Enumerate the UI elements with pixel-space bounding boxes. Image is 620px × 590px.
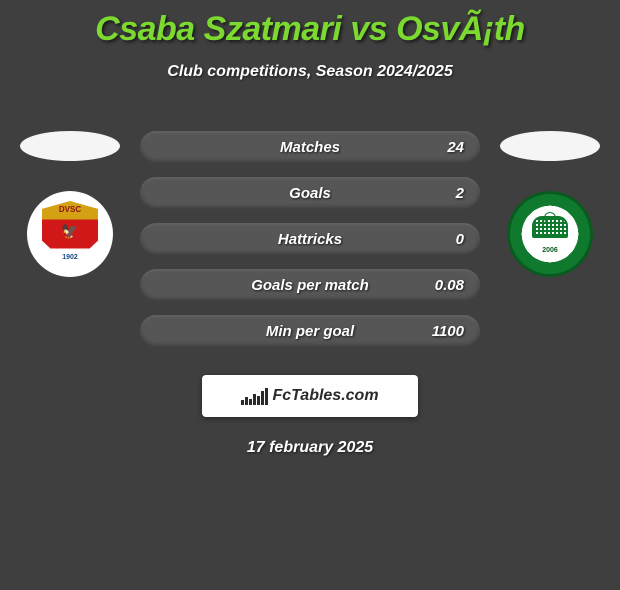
stat-label: Min per goal xyxy=(140,323,480,340)
badge-inner-icon: 2006 xyxy=(528,212,572,256)
stat-row-hattricks: Hattricks 0 xyxy=(140,223,480,255)
branding-text: FcTables.com xyxy=(272,387,378,405)
stat-row-goals: Goals 2 xyxy=(140,177,480,209)
stat-row-matches: Matches 24 xyxy=(140,131,480,163)
stats-area: DVSC 🦅 1902 Matches 24 Goals 2 Hattricks… xyxy=(0,131,620,347)
stat-bars: Matches 24 Goals 2 Hattricks 0 Goals per… xyxy=(140,131,480,347)
stat-value: 1100 xyxy=(432,323,464,340)
stat-value: 0.08 xyxy=(435,277,464,294)
stat-row-mpg: Min per goal 1100 xyxy=(140,315,480,347)
stat-value: 24 xyxy=(447,139,464,156)
shield-year: 1902 xyxy=(42,254,98,261)
shield-icon: DVSC 🦅 1902 xyxy=(42,201,98,267)
left-side: DVSC 🦅 1902 xyxy=(20,131,120,277)
branding-box: FcTables.com xyxy=(202,375,418,417)
chart-icon xyxy=(241,387,268,405)
eagle-icon: 🦅 xyxy=(42,223,98,240)
player-placeholder-left xyxy=(20,131,120,161)
stat-row-gpm: Goals per match 0.08 xyxy=(140,269,480,301)
stat-label: Matches xyxy=(140,139,480,156)
page-title: Csaba Szatmari vs OsvÃ¡th xyxy=(0,10,620,49)
team-badge-left: DVSC 🦅 1902 xyxy=(27,191,113,277)
stat-value: 0 xyxy=(456,231,464,248)
goal-icon xyxy=(532,216,568,238)
page-subtitle: Club competitions, Season 2024/2025 xyxy=(0,63,620,81)
shield-code: DVSC xyxy=(42,205,98,214)
stat-value: 2 xyxy=(456,185,464,202)
stat-label: Goals xyxy=(140,185,480,202)
stat-label: Goals per match xyxy=(140,277,480,294)
footer-date: 17 february 2025 xyxy=(0,439,620,457)
player-placeholder-right xyxy=(500,131,600,161)
stat-label: Hattricks xyxy=(140,231,480,248)
right-side: 2006 xyxy=(500,131,600,277)
badge-year: 2006 xyxy=(528,247,572,254)
team-badge-right: 2006 xyxy=(507,191,593,277)
